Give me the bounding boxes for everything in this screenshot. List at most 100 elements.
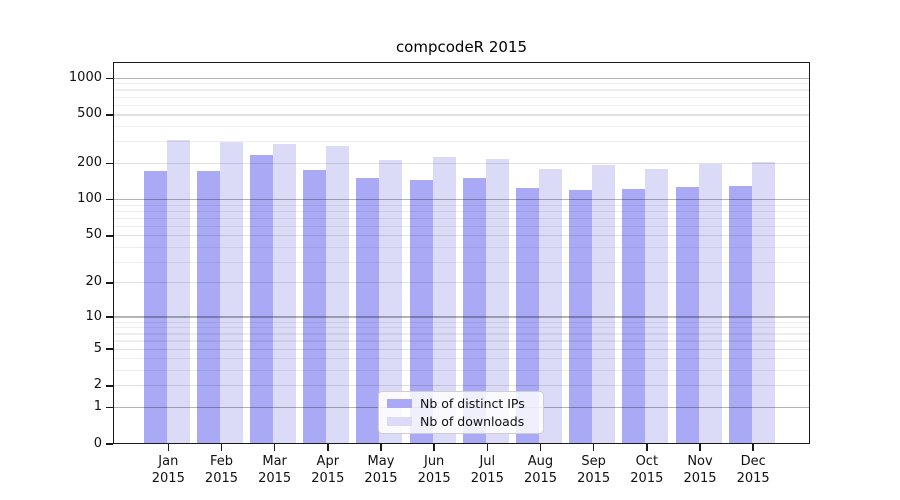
y-tick-mark bbox=[106, 114, 113, 116]
x-tick-mark bbox=[220, 444, 223, 451]
y-tick-mark bbox=[106, 282, 113, 284]
bar-downloads-may bbox=[379, 160, 403, 444]
gridline-2 bbox=[113, 385, 810, 387]
y-tick-label: 20 bbox=[85, 274, 102, 290]
x-tick-label-mar: Mar 2015 bbox=[258, 454, 292, 486]
gridline-100 bbox=[113, 199, 810, 201]
bar-ips-dec bbox=[728, 185, 752, 444]
bar-downloads-jan bbox=[166, 139, 190, 444]
x-tick-mark bbox=[327, 444, 329, 451]
bar-ips-mar bbox=[250, 155, 274, 444]
y-tick-label: 0 bbox=[93, 435, 102, 451]
minor-gridline bbox=[113, 104, 810, 106]
gridline-500 bbox=[113, 114, 810, 116]
y-tick-mark bbox=[106, 198, 113, 201]
bar-ips-jan bbox=[143, 170, 167, 444]
minor-gridline bbox=[113, 333, 810, 335]
minor-gridline bbox=[113, 340, 810, 342]
y-tick-mark bbox=[106, 162, 113, 165]
minor-gridline bbox=[113, 126, 810, 128]
gridline-20 bbox=[113, 282, 810, 284]
bar-ips-may bbox=[356, 178, 380, 444]
bar-ips-nov bbox=[675, 187, 699, 444]
minor-gridline bbox=[113, 225, 810, 227]
legend-item-downloads: Nb of downloads bbox=[387, 414, 535, 429]
y-tick-mark bbox=[106, 235, 113, 237]
legend-swatch-distinct-ips bbox=[387, 399, 412, 408]
gridline-50 bbox=[113, 235, 810, 237]
legend-label: Nb of downloads bbox=[420, 414, 525, 429]
x-tick-label-aug: Aug 2015 bbox=[523, 454, 558, 486]
legend: Nb of distinct IPs Nb of downloads bbox=[378, 391, 544, 434]
y-tick-mark bbox=[106, 385, 113, 387]
y-tick-label: 200 bbox=[77, 154, 102, 170]
x-tick-mark bbox=[539, 444, 542, 451]
bar-downloads-jun bbox=[432, 156, 456, 444]
minor-gridline bbox=[113, 321, 810, 323]
y-tick-label: 500 bbox=[77, 106, 102, 122]
gridline-5 bbox=[113, 348, 810, 350]
legend-swatch-downloads bbox=[387, 417, 412, 426]
bar-downloads-jul bbox=[485, 159, 509, 444]
x-tick-mark bbox=[592, 444, 595, 451]
minor-gridline bbox=[113, 358, 810, 360]
gridline-1000 bbox=[113, 77, 810, 79]
x-tick-label-apr: Apr 2015 bbox=[311, 454, 345, 486]
x-tick-mark bbox=[380, 444, 382, 451]
y-tick-label: 2 bbox=[93, 377, 102, 393]
x-tick-label-jun: Jun 2015 bbox=[417, 454, 451, 486]
y-tick-label: 5 bbox=[93, 340, 102, 356]
y-tick-mark bbox=[106, 406, 113, 409]
bar-ips-jun bbox=[409, 179, 433, 444]
bar-downloads-dec bbox=[751, 162, 775, 444]
minor-gridline bbox=[113, 370, 810, 372]
bar-ips-feb bbox=[196, 171, 220, 444]
y-tick-label: 50 bbox=[85, 227, 102, 243]
x-tick-mark bbox=[699, 444, 701, 451]
gridline-200 bbox=[113, 162, 810, 164]
bar-downloads-nov bbox=[698, 163, 722, 444]
chart-title: compcodeR 2015 bbox=[395, 38, 528, 56]
x-tick-mark bbox=[167, 444, 170, 451]
minor-gridline bbox=[113, 204, 810, 206]
x-tick-mark bbox=[486, 444, 489, 451]
minor-gridline bbox=[113, 261, 810, 263]
bar-downloads-feb bbox=[219, 142, 243, 444]
y-tick-label: 100 bbox=[77, 191, 102, 207]
legend-item-distinct-ips: Nb of distinct IPs bbox=[387, 396, 535, 411]
gridline-10 bbox=[113, 316, 810, 318]
x-tick-label-dec: Dec 2015 bbox=[736, 454, 770, 486]
y-tick-mark bbox=[106, 348, 113, 350]
minor-gridline bbox=[113, 327, 810, 329]
y-tick-label: 1 bbox=[93, 398, 102, 414]
x-tick-mark bbox=[433, 444, 435, 451]
y-tick-mark bbox=[106, 443, 113, 445]
minor-gridline bbox=[113, 83, 810, 85]
bar-ips-aug bbox=[515, 188, 539, 444]
minor-gridline bbox=[113, 141, 810, 143]
y-tick-label: 10 bbox=[85, 308, 102, 324]
bar-downloads-mar bbox=[273, 143, 297, 444]
x-tick-label-may: May 2015 bbox=[364, 454, 398, 486]
y-tick-mark bbox=[106, 77, 113, 80]
minor-gridline bbox=[113, 89, 810, 91]
bar-downloads-sep bbox=[592, 164, 616, 444]
x-tick-mark bbox=[646, 444, 648, 451]
x-tick-label-nov: Nov 2015 bbox=[683, 454, 717, 486]
y-tick-mark bbox=[106, 316, 113, 318]
bar-downloads-aug bbox=[538, 168, 562, 444]
x-tick-mark bbox=[273, 444, 276, 451]
bar-downloads-apr bbox=[326, 146, 350, 444]
x-tick-label-oct: Oct 2015 bbox=[630, 454, 664, 486]
minor-gridline bbox=[113, 217, 810, 219]
x-tick-label-jan: Jan 2015 bbox=[151, 454, 185, 486]
x-tick-label-feb: Feb 2015 bbox=[204, 454, 239, 486]
bar-ips-jul bbox=[462, 178, 486, 444]
y-tick-label: 1000 bbox=[68, 69, 102, 85]
minor-gridline bbox=[113, 246, 810, 249]
bar-downloads-oct bbox=[645, 169, 669, 444]
x-tick-mark bbox=[752, 444, 754, 451]
legend-label: Nb of distinct IPs bbox=[420, 396, 525, 411]
minor-gridline bbox=[113, 210, 810, 212]
